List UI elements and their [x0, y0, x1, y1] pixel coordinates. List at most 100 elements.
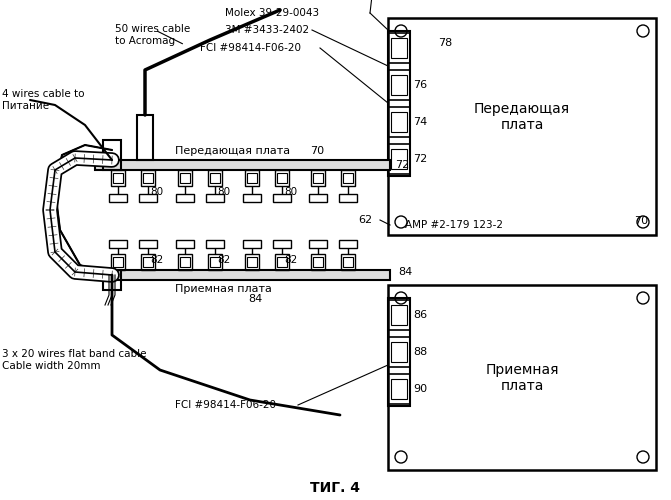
Bar — [313, 173, 323, 183]
Bar — [388, 300, 410, 330]
Bar — [243, 194, 261, 202]
Bar — [277, 257, 287, 267]
Bar — [388, 107, 410, 137]
Bar — [178, 170, 192, 186]
Text: 3 x 20 wires flat band cable
Cable width 20mm: 3 x 20 wires flat band cable Cable width… — [2, 349, 146, 371]
Bar — [180, 257, 190, 267]
Text: AMP #2-179 123-2: AMP #2-179 123-2 — [405, 220, 503, 230]
Bar — [245, 170, 259, 186]
Text: 72: 72 — [395, 160, 409, 170]
Bar — [245, 254, 259, 270]
Text: 86: 86 — [413, 310, 427, 320]
Bar — [341, 170, 355, 186]
Bar — [391, 379, 407, 399]
Bar — [343, 257, 353, 267]
Bar — [313, 257, 323, 267]
Text: 78: 78 — [438, 38, 452, 48]
Bar — [341, 254, 355, 270]
Text: 82: 82 — [217, 255, 230, 265]
Bar — [388, 18, 656, 235]
Bar — [275, 170, 289, 186]
Text: 72: 72 — [413, 154, 427, 164]
Bar — [143, 173, 153, 183]
Text: 84: 84 — [248, 294, 262, 304]
Bar — [208, 170, 222, 186]
Text: 80: 80 — [150, 187, 163, 197]
Bar — [243, 240, 261, 248]
Text: Molex 39-29-0043: Molex 39-29-0043 — [225, 8, 319, 18]
Text: 62: 62 — [358, 215, 372, 225]
Text: FCI #98414-F06-20: FCI #98414-F06-20 — [175, 400, 276, 410]
Bar — [339, 240, 357, 248]
Text: 80: 80 — [217, 187, 230, 197]
Text: Приемная
плата: Приемная плата — [485, 363, 559, 393]
Text: 84: 84 — [398, 267, 412, 277]
Bar — [391, 305, 407, 325]
Text: 70: 70 — [310, 146, 324, 156]
Text: 74: 74 — [413, 117, 427, 127]
Bar — [391, 112, 407, 132]
Text: 76: 76 — [413, 80, 427, 90]
Bar — [137, 115, 153, 160]
Text: 82: 82 — [150, 255, 163, 265]
Bar — [141, 254, 155, 270]
Bar — [176, 194, 194, 202]
Bar — [95, 160, 390, 170]
Bar — [113, 173, 123, 183]
Bar — [180, 173, 190, 183]
Bar — [391, 149, 407, 169]
Bar — [388, 285, 656, 470]
Bar — [339, 194, 357, 202]
Bar — [343, 173, 353, 183]
Bar — [388, 298, 410, 406]
Bar — [109, 240, 127, 248]
Bar — [176, 240, 194, 248]
Text: ΤИГ. 4: ΤИГ. 4 — [310, 481, 360, 495]
Text: 90: 90 — [413, 384, 427, 394]
Text: Приемная плата: Приемная плата — [175, 284, 272, 294]
Bar — [277, 173, 287, 183]
Text: 50 wires cable
to Acromag: 50 wires cable to Acromag — [115, 24, 191, 46]
Text: 80: 80 — [284, 187, 297, 197]
Bar — [391, 342, 407, 362]
Bar — [388, 31, 410, 176]
Bar — [311, 254, 325, 270]
Text: Передающая
плата: Передающая плата — [474, 102, 570, 132]
Bar — [206, 240, 224, 248]
Text: 3M #3433-2402: 3M #3433-2402 — [225, 25, 309, 35]
Bar — [388, 33, 410, 63]
Bar — [113, 257, 123, 267]
Text: Передающая плата: Передающая плата — [175, 146, 290, 156]
Bar — [111, 254, 125, 270]
Bar — [311, 170, 325, 186]
Bar — [103, 140, 121, 170]
Text: 82: 82 — [284, 255, 297, 265]
Bar — [210, 257, 220, 267]
Bar — [388, 337, 410, 367]
Bar — [388, 374, 410, 404]
Text: 70: 70 — [634, 216, 648, 226]
Bar — [111, 170, 125, 186]
Bar — [309, 240, 327, 248]
Bar — [141, 170, 155, 186]
Bar — [139, 194, 157, 202]
Bar — [391, 38, 407, 58]
Bar — [275, 254, 289, 270]
Bar — [247, 173, 257, 183]
Text: 4 wires cable to
Питание: 4 wires cable to Питание — [2, 89, 85, 111]
Bar — [143, 257, 153, 267]
Bar — [95, 270, 390, 280]
Bar — [103, 270, 121, 290]
Bar — [388, 70, 410, 100]
Text: 88: 88 — [413, 347, 427, 357]
Bar — [273, 240, 291, 248]
Bar — [309, 194, 327, 202]
Bar — [210, 173, 220, 183]
Bar — [139, 240, 157, 248]
Bar — [247, 257, 257, 267]
Text: FCI #98414-F06-20: FCI #98414-F06-20 — [200, 43, 301, 53]
Bar — [206, 194, 224, 202]
Bar — [109, 194, 127, 202]
Bar — [388, 144, 410, 174]
Bar — [208, 254, 222, 270]
